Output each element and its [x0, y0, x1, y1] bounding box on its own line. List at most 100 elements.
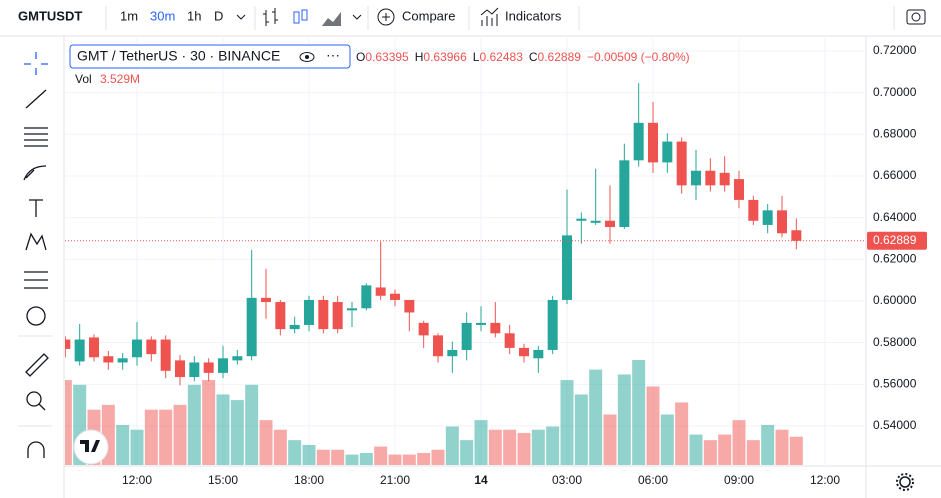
- candle-body: [633, 122, 644, 161]
- volume-bar: [359, 452, 373, 465]
- volume-bar: [65, 380, 72, 465]
- zoom-tool[interactable]: [26, 391, 42, 407]
- volume-bar: [546, 426, 560, 465]
- compare-button[interactable]: Compare: [402, 8, 455, 23]
- candle-body: [547, 299, 558, 350]
- forecast-tool[interactable]: [24, 271, 48, 289]
- volume-bar: [775, 429, 789, 465]
- symbol[interactable]: GMTUSDT: [18, 8, 82, 23]
- volume-bar: [632, 360, 646, 465]
- interval[interactable]: 1m: [120, 8, 138, 23]
- icons-tool[interactable]: [26, 306, 46, 326]
- magnet-tool[interactable]: [27, 441, 45, 458]
- pattern-tool[interactable]: [25, 232, 47, 251]
- candle-body: [65, 339, 71, 349]
- legend-box[interactable]: [69, 44, 351, 69]
- candles-icon[interactable]: [293, 9, 308, 24]
- compare-icon[interactable]: [382, 13, 390, 21]
- ruler-tool[interactable]: [25, 353, 49, 377]
- candle-body: [103, 356, 114, 363]
- volume-bar: [402, 454, 416, 465]
- volume-bar: [675, 402, 689, 465]
- candle-body: [117, 358, 128, 363]
- last-price-label: 0.62889: [873, 233, 917, 247]
- indicators-button[interactable]: Indicators: [505, 8, 562, 23]
- screenshot-icon[interactable]: [906, 9, 926, 25]
- y-tick-label: 0.62000: [873, 251, 917, 265]
- volume-bar: [187, 384, 201, 465]
- interval[interactable]: D: [214, 8, 223, 23]
- interval[interactable]: 1h: [187, 8, 201, 23]
- text-tool[interactable]: [29, 199, 43, 217]
- volume-bar: [503, 429, 517, 465]
- area-icon[interactable]: [322, 12, 341, 26]
- candle-body: [418, 322, 429, 336]
- volume-bar: [345, 454, 359, 465]
- x-tick-label: 03:00: [552, 473, 582, 487]
- volume-bar: [130, 429, 144, 465]
- volume-name: Vol: [75, 72, 92, 86]
- candle-body: [648, 122, 658, 163]
- zoom-tool[interactable]: [38, 403, 46, 411]
- volume-bar: [746, 440, 760, 465]
- candle-body: [218, 358, 228, 373]
- volume-bar: [445, 426, 459, 465]
- volume-bar: [273, 429, 287, 465]
- candle-body: [719, 172, 730, 186]
- x-tick-label: 14: [474, 473, 488, 487]
- candle-body: [404, 299, 415, 313]
- y-tick-label: 0.64000: [873, 210, 917, 224]
- volume-bar: [646, 386, 660, 465]
- trendline-tool[interactable]: [25, 89, 47, 109]
- candle-body: [748, 199, 759, 221]
- y-tick-label: 0.58000: [873, 335, 917, 349]
- indicators-icon[interactable]: [480, 7, 499, 26]
- x-tick-label: 12:00: [810, 473, 840, 487]
- candle-body: [375, 287, 386, 296]
- candle-body: [275, 302, 286, 330]
- dropdown-icon[interactable]: [236, 14, 246, 20]
- volume-bar: [460, 440, 474, 465]
- change-label: −0.00509 (−0.80%): [587, 50, 690, 64]
- candle-body: [347, 308, 357, 311]
- ohlc-value: 0.63966: [423, 50, 467, 64]
- ohlc-letter: C: [529, 50, 538, 64]
- tradingview-logo: [73, 429, 109, 465]
- x-tick-label: 18:00: [294, 473, 324, 487]
- bars-icon[interactable]: [263, 8, 278, 26]
- volume-bar: [144, 409, 158, 465]
- brush-tool[interactable]: [23, 165, 47, 181]
- volume-bar: [689, 434, 703, 465]
- compare-icon[interactable]: [377, 8, 395, 26]
- y-tick-label: 0.68000: [873, 126, 917, 140]
- crosshair-tool[interactable]: [24, 52, 48, 75]
- candle-body: [576, 218, 587, 221]
- volume-bar: [560, 380, 574, 465]
- candle-body: [590, 220, 601, 223]
- candle-body: [619, 160, 630, 228]
- volume-bar: [173, 404, 187, 465]
- candle-body: [74, 339, 85, 362]
- candle-body: [203, 362, 214, 373]
- settings-icon[interactable]: [896, 473, 914, 491]
- candle-body: [605, 220, 615, 228]
- volume-bar: [589, 369, 603, 465]
- volume-bar: [388, 454, 402, 465]
- y-tick-label: 0.72000: [873, 43, 917, 57]
- interval[interactable]: 30m: [150, 8, 175, 23]
- volume-bar: [732, 420, 746, 465]
- candle-body: [318, 299, 329, 330]
- volume-bar: [302, 444, 316, 465]
- x-tick-label: 06:00: [638, 473, 668, 487]
- dropdown-icon[interactable]: [352, 14, 362, 20]
- volume-bar: [202, 380, 216, 465]
- legend-more[interactable]: ···: [326, 47, 340, 63]
- candle-body: [232, 356, 243, 361]
- candle-body: [533, 349, 544, 359]
- candle-body: [132, 339, 142, 358]
- legend-eye[interactable]: [299, 52, 315, 62]
- volume-bar: [660, 414, 674, 465]
- fib-tool[interactable]: [24, 127, 48, 147]
- candle-body: [390, 293, 400, 300]
